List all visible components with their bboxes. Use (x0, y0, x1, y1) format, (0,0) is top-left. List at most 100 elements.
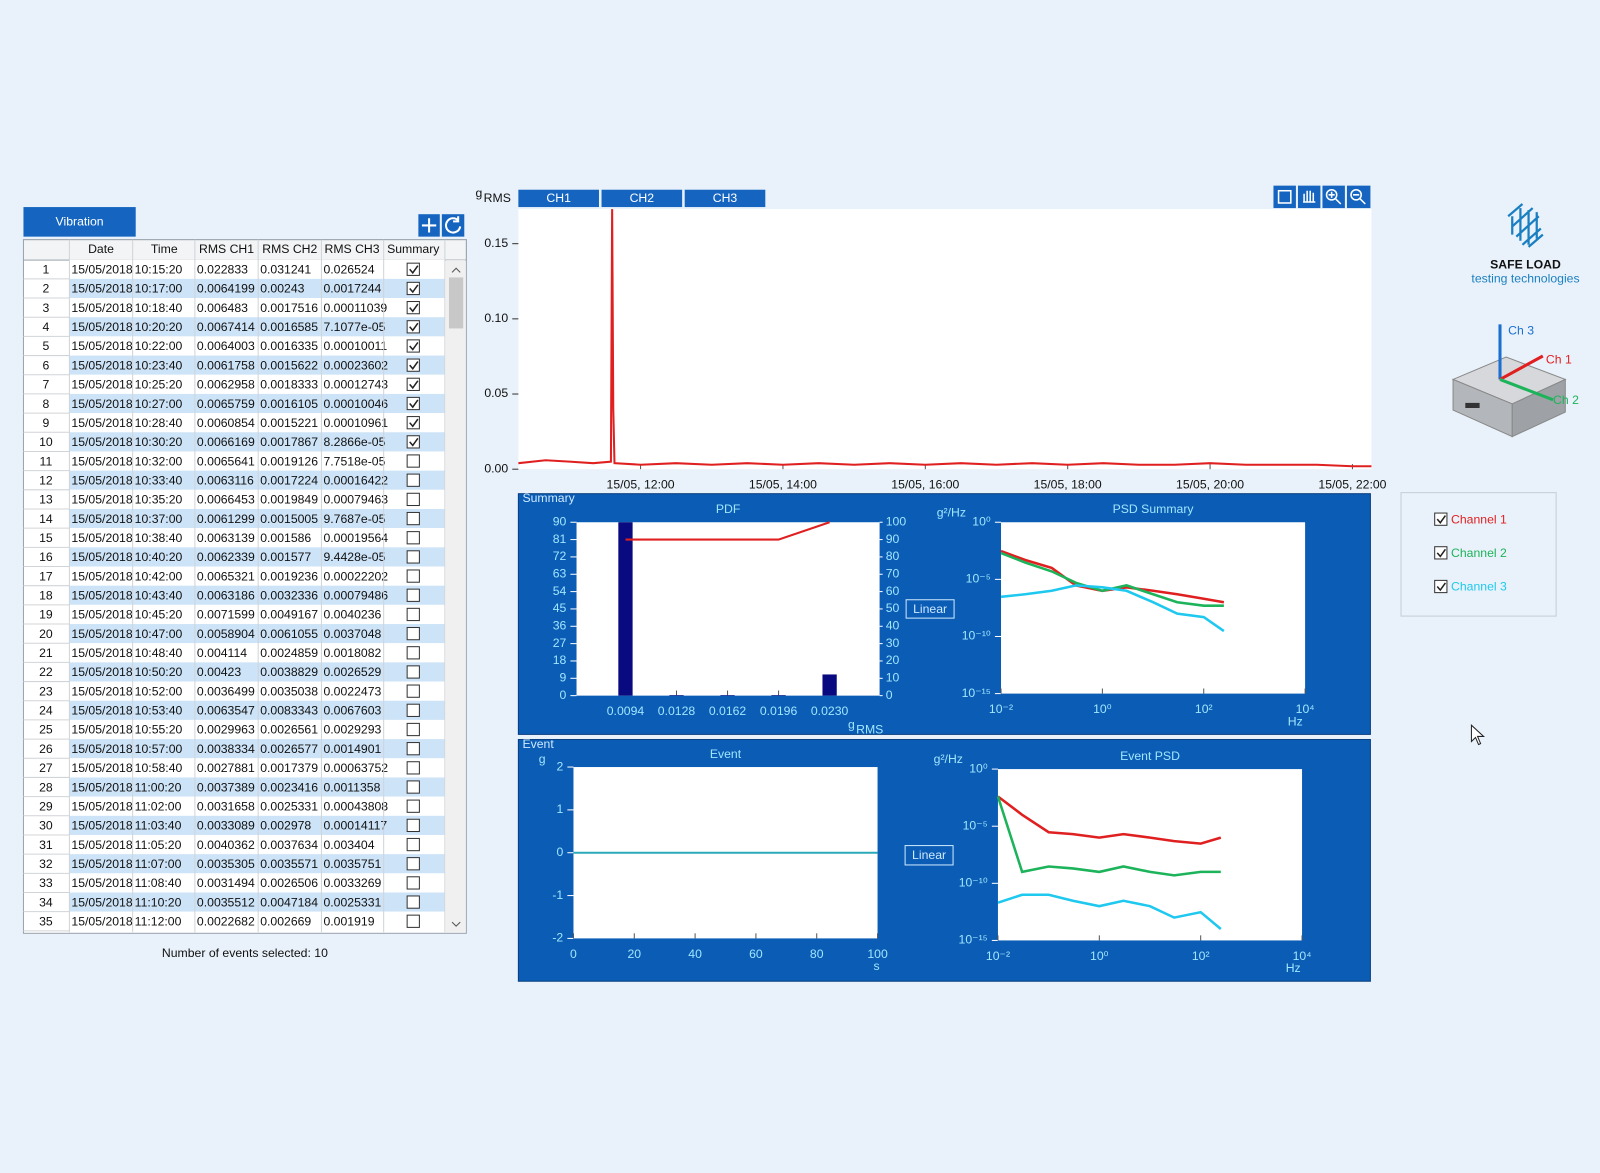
tab[interactable] (23, 207, 136, 237)
checkbox[interactable] (406, 703, 420, 717)
checkbox[interactable] (406, 301, 420, 315)
row-number: 12 (39, 473, 53, 487)
cell: 0.0025331 (260, 799, 318, 813)
y2-tick-label: 20 (886, 653, 900, 667)
checkbox[interactable] (406, 435, 420, 449)
cell: 0.0061758 (197, 358, 255, 372)
cell: 0.0061299 (197, 512, 255, 526)
checkbox[interactable] (406, 895, 420, 909)
checkbox[interactable] (406, 396, 420, 411)
checkbox[interactable] (406, 454, 420, 468)
row-number: 32 (39, 857, 53, 871)
series-line (518, 209, 1372, 468)
cell: 0.0065641 (197, 454, 255, 468)
checkbox[interactable] (406, 837, 420, 852)
checkbox[interactable] (406, 761, 420, 775)
linear-button[interactable] (904, 845, 954, 866)
y-tick-label: 10⁻⁵ (966, 572, 991, 586)
cell: 0.00011039 (323, 301, 387, 315)
row-number: 30 (39, 819, 53, 833)
row-number: 21 (39, 646, 53, 660)
cell: 0.0037048 (323, 627, 381, 641)
checkbox[interactable] (406, 339, 420, 353)
cell: 10:30:20 (135, 435, 183, 449)
checkbox[interactable] (406, 511, 420, 526)
checkbox[interactable] (406, 262, 420, 276)
checkbox[interactable] (406, 780, 420, 794)
y-tick-label: 72 (553, 549, 567, 563)
checkbox[interactable] (406, 646, 420, 660)
checkbox[interactable] (406, 569, 420, 583)
x-tick-label: 0.0196 (760, 704, 798, 718)
zoom-in-button[interactable] (1322, 185, 1345, 209)
checkbox[interactable] (406, 914, 420, 928)
row-number: 5 (43, 339, 50, 353)
checkbox[interactable] (406, 358, 420, 372)
panel-label: Event (522, 737, 554, 751)
y-tick-label: 27 (553, 636, 567, 650)
checkbox[interactable] (406, 876, 420, 890)
row-background (69, 777, 445, 797)
channel-tab[interactable] (601, 189, 683, 208)
cell: 15/05/2018 (71, 857, 132, 871)
checkbox[interactable] (406, 799, 420, 813)
zoom-icon (1328, 191, 1342, 205)
linear-button[interactable] (905, 599, 955, 619)
zoom-icon (1325, 188, 1338, 201)
channel-tab[interactable] (518, 189, 599, 208)
checkbox[interactable] (406, 684, 420, 698)
row-background (69, 892, 445, 912)
checkbox[interactable] (406, 742, 420, 756)
cell: 0.0063547 (197, 704, 255, 718)
checkbox[interactable] (406, 607, 420, 622)
checkbox[interactable] (1434, 512, 1448, 526)
checkbox[interactable] (406, 492, 420, 507)
checkbox[interactable] (1434, 579, 1448, 594)
scrollbar[interactable] (445, 260, 466, 933)
checkbox[interactable] (406, 531, 420, 545)
checkmark (409, 341, 419, 351)
cell: 10:45:20 (135, 608, 183, 622)
column-header: RMS CH3 (325, 242, 380, 256)
tool-button[interactable] (1273, 185, 1296, 209)
cell: 0.0037389 (197, 780, 255, 794)
checkbox[interactable] (406, 857, 420, 871)
cell: 10:53:40 (135, 704, 183, 718)
cell: 15/05/2018 (71, 780, 132, 794)
cell: 0.00019564 (323, 531, 388, 545)
tab-label: Vibration (56, 215, 104, 229)
bar (822, 674, 837, 696)
row-number: 4 (43, 320, 50, 334)
cell: 0.0018082 (323, 646, 381, 660)
checkbox[interactable] (406, 281, 420, 296)
checkbox[interactable] (406, 722, 420, 737)
checkbox[interactable] (1434, 546, 1448, 560)
row-number: 20 (39, 627, 53, 641)
checkbox[interactable] (406, 818, 420, 833)
checkbox[interactable] (406, 588, 420, 602)
cell: 15/05/2018 (71, 895, 132, 909)
zoom-out-button[interactable] (1346, 185, 1371, 209)
cell: 10:42:00 (135, 569, 183, 583)
cell: 0.0017224 (260, 473, 318, 487)
cell: 15/05/2018 (71, 493, 132, 507)
checkbox[interactable] (406, 665, 420, 679)
checkmark (1436, 582, 1447, 592)
cell: 0.0058904 (197, 627, 255, 641)
cell: 15/05/2018 (71, 569, 132, 583)
checkbox[interactable] (406, 626, 420, 641)
pan-button[interactable] (1297, 185, 1321, 209)
checkbox[interactable] (406, 320, 420, 334)
checkbox[interactable] (406, 550, 420, 564)
cell: 0.0083343 (260, 704, 318, 718)
cell: 0.0035512 (197, 895, 255, 909)
row-number: 6 (43, 358, 50, 372)
checkbox[interactable] (406, 416, 420, 430)
checkbox[interactable] (406, 377, 420, 391)
x-tick-label: 15/05, 12:00 (607, 478, 675, 492)
channel-tab[interactable] (684, 189, 766, 208)
scroll-thumb[interactable] (448, 277, 464, 329)
cell: 10:17:00 (135, 282, 183, 296)
checkbox[interactable] (406, 473, 420, 487)
bar (720, 695, 735, 696)
